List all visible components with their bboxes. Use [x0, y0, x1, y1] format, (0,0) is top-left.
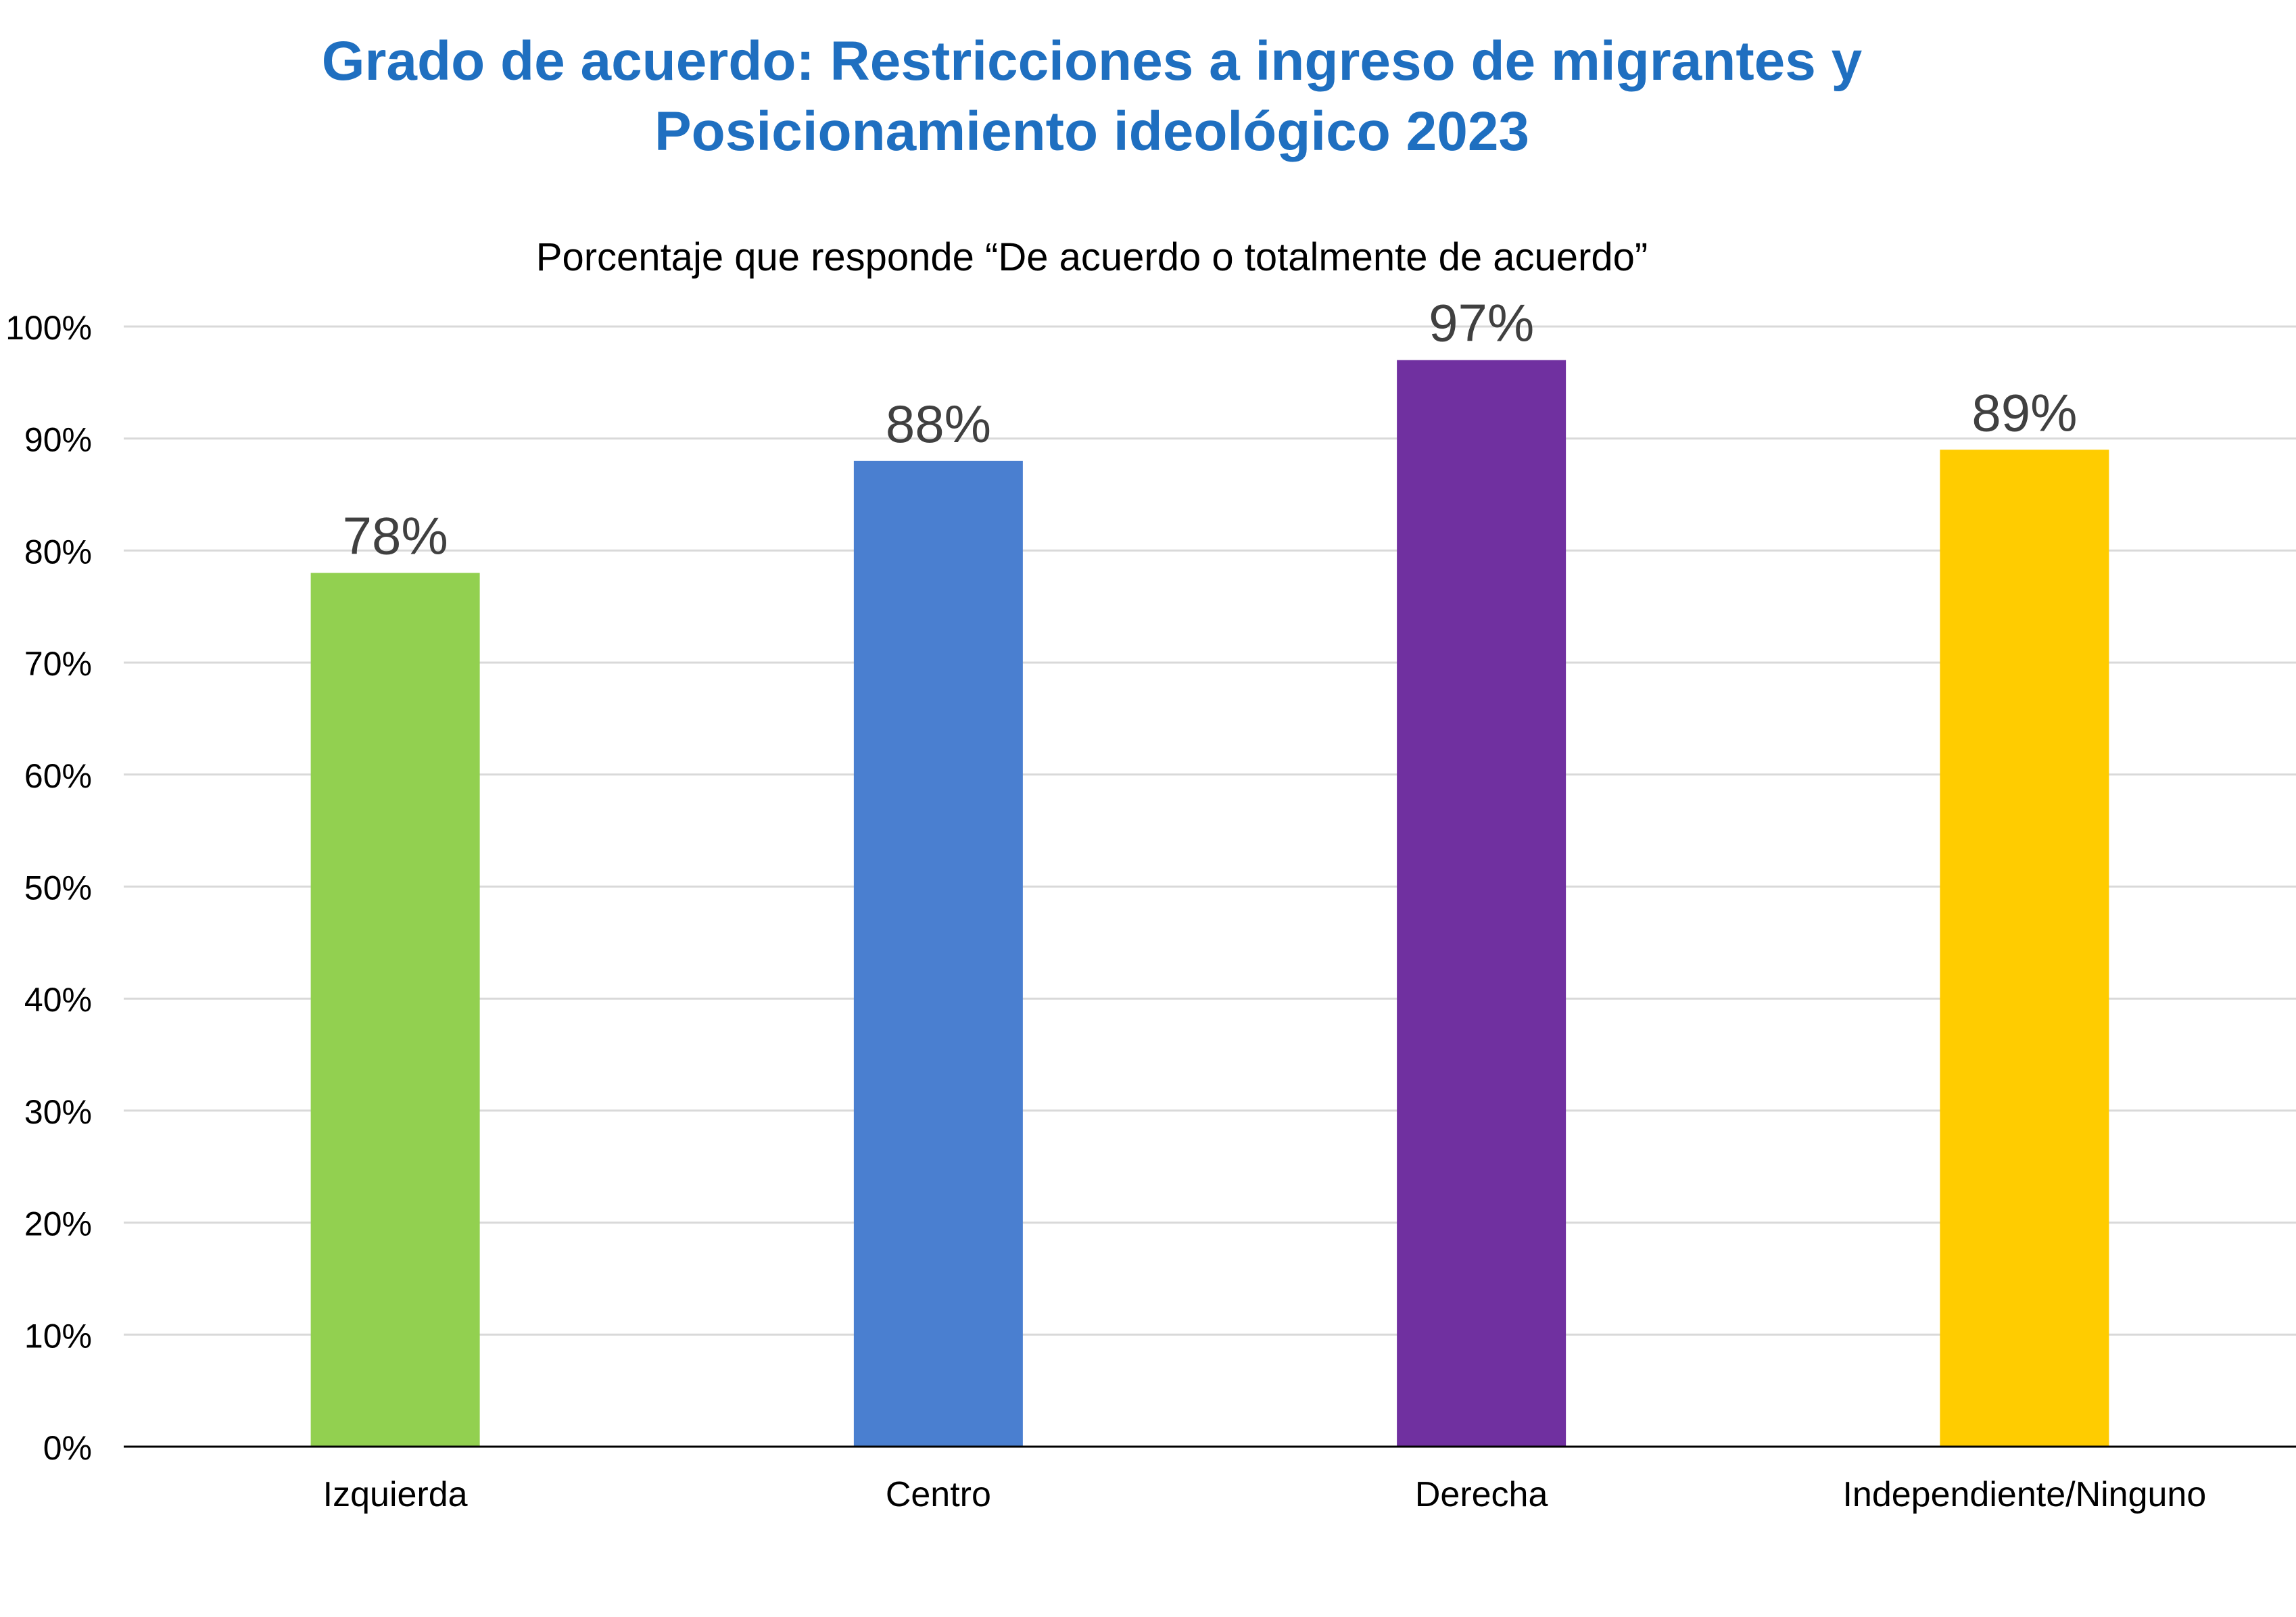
y-tick-label: 40% [24, 981, 92, 1019]
y-tick-label: 10% [24, 1317, 92, 1355]
y-tick-label: 0% [43, 1429, 92, 1467]
x-tick-label: Independiente/Ninguno [1842, 1475, 2206, 1514]
y-tick-label: 60% [24, 757, 92, 795]
gridlines [124, 325, 2296, 1336]
y-tick-label: 20% [24, 1205, 92, 1243]
bar-izquierda [310, 573, 480, 1447]
y-axis-ticks: 0% 10% 20% 30% 40% 50% 60% 70% 80% 90% 100% [5, 309, 92, 1467]
bar-derecha [1397, 360, 1566, 1447]
x-tick-label: Derecha [1415, 1475, 1548, 1514]
y-tick-label: 70% [24, 645, 92, 683]
chart-title-line-2: Posicionamiento ideológico 2023 [654, 101, 1529, 162]
x-axis-ticks: Izquierda Centro Derecha Independiente/Ning… [323, 1475, 2207, 1514]
y-tick-label: 100% [5, 309, 92, 347]
y-tick-label: 30% [24, 1093, 92, 1131]
data-label: 88% [886, 394, 991, 454]
data-label: 97% [1429, 293, 1534, 353]
x-tick-label: Izquierda [323, 1475, 468, 1514]
chart-title-line-1: Grado de acuerdo: Restricciones a ingres… [322, 30, 1863, 92]
chart-subtitle: Porcentaje que responde “De acuerdo o to… [536, 235, 1648, 279]
x-tick-label: Centro [886, 1475, 991, 1514]
y-tick-label: 90% [24, 421, 92, 459]
data-labels: 78% 88% 97% 89% [343, 293, 2078, 566]
data-label: 89% [1971, 383, 2077, 442]
y-tick-label: 50% [24, 869, 92, 907]
bar-centro [853, 460, 1023, 1447]
y-tick-label: 80% [24, 533, 92, 571]
bars [310, 360, 2109, 1447]
bar-independiente-ninguno [1940, 450, 2109, 1447]
data-label: 78% [343, 506, 448, 566]
